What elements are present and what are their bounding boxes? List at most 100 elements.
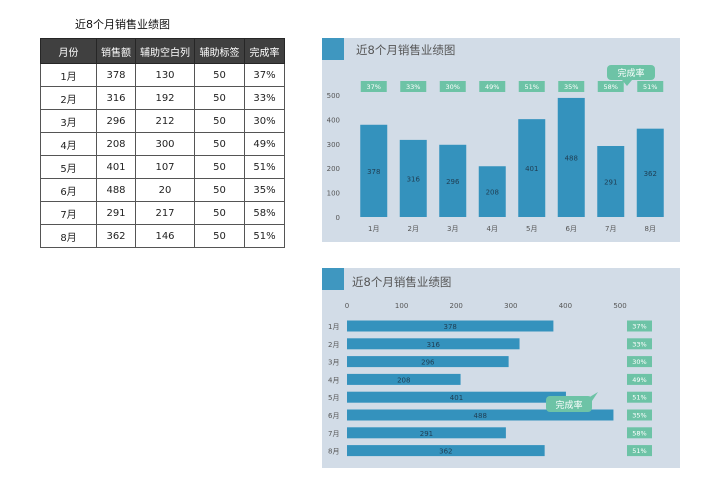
cell-sales[interactable]: 296 [96, 109, 136, 133]
x-tick-label: 300 [504, 302, 517, 310]
bar [347, 373, 461, 385]
chart-title: 近8个月销售业绩图 [356, 43, 456, 57]
cell-blank-helper[interactable]: 217 [135, 201, 195, 225]
y-tick-label: 1月 [328, 323, 339, 331]
rate-badge-label: 33% [406, 83, 420, 91]
header-sales[interactable]: 销售额 [96, 38, 136, 64]
table-row: 1月 378 130 50 37% [40, 63, 285, 87]
header-label-helper[interactable]: 辅助标签 [194, 38, 245, 64]
x-tick-label: 200 [450, 302, 463, 310]
y-tick-label: 2月 [328, 341, 339, 349]
rate-badge-label: 51% [632, 447, 646, 455]
cell-blank-helper[interactable]: 192 [135, 86, 195, 110]
cell-label-helper[interactable]: 50 [194, 132, 245, 156]
cell-month[interactable]: 5月 [40, 155, 97, 179]
rate-badge [627, 409, 652, 421]
table-row: 2月 316 192 50 33% [40, 86, 285, 110]
bar [399, 139, 427, 217]
cell-sales[interactable]: 208 [96, 132, 136, 156]
cell-month[interactable]: 4月 [40, 132, 97, 156]
header-rate[interactable]: 完成率 [244, 38, 285, 64]
rate-badge [627, 373, 652, 385]
rate-callout: 完成率 [607, 65, 655, 86]
rate-badge [627, 391, 652, 403]
table-row: 3月 296 212 50 30% [40, 109, 285, 133]
header-blank-helper[interactable]: 辅助空白列 [135, 38, 195, 64]
rate-badge-label: 51% [643, 83, 657, 91]
rate-badge [627, 445, 652, 457]
cell-sales[interactable]: 378 [96, 63, 136, 87]
cell-label-helper[interactable]: 50 [194, 201, 245, 225]
bar [347, 409, 614, 421]
cell-blank-helper[interactable]: 300 [135, 132, 195, 156]
cell-sales[interactable]: 316 [96, 86, 136, 110]
header-month[interactable]: 月份 [40, 38, 97, 64]
y-tick-label: 7月 [328, 430, 339, 438]
cell-blank-helper[interactable]: 146 [135, 224, 195, 248]
data-label: 401 [450, 394, 463, 402]
data-label: 291 [420, 430, 433, 438]
x-tick-label: 6月 [566, 225, 577, 233]
cell-blank-helper[interactable]: 212 [135, 109, 195, 133]
x-tick-label: 2月 [408, 225, 419, 233]
cell-label-helper[interactable]: 50 [194, 155, 245, 179]
cell-sales[interactable]: 401 [96, 155, 136, 179]
cell-label-helper[interactable]: 50 [194, 86, 245, 110]
cell-sales[interactable]: 362 [96, 224, 136, 248]
data-label: 316 [427, 341, 441, 349]
cell-blank-helper[interactable]: 107 [135, 155, 195, 179]
cell-rate[interactable]: 49% [244, 132, 285, 156]
rate-badge-label: 37% [632, 323, 646, 331]
data-label: 362 [439, 448, 452, 456]
y-tick-label: 400 [327, 116, 340, 124]
table-header-row: 月份 销售额 辅助空白列 辅助标签 完成率 [40, 38, 285, 64]
y-tick-label: 3月 [328, 359, 339, 367]
cell-label-helper[interactable]: 50 [194, 224, 245, 248]
rate-badge [627, 356, 652, 368]
rate-badge [637, 81, 664, 92]
rate-badge [627, 427, 652, 439]
cell-label-helper[interactable]: 50 [194, 109, 245, 133]
horizontal-bar-chart: 0 100 200 300 400 500 1月 378 37% 2月 316 33% 3月 296 30%… [328, 302, 652, 457]
cell-sales[interactable]: 488 [96, 178, 136, 202]
bar [557, 97, 585, 217]
x-tick-label: 0 [345, 302, 349, 310]
cell-month[interactable]: 1月 [40, 63, 97, 87]
x-tick-label: 7月 [605, 225, 616, 233]
rate-badge-label: 33% [632, 340, 646, 348]
cell-blank-helper[interactable]: 130 [135, 63, 195, 87]
cell-month[interactable]: 7月 [40, 201, 97, 225]
cell-month[interactable]: 8月 [40, 224, 97, 248]
cell-month[interactable]: 3月 [40, 109, 97, 133]
bar [347, 356, 509, 368]
rate-badge-label: 58% [632, 429, 646, 437]
cell-rate[interactable]: 33% [244, 86, 285, 110]
cell-rate[interactable]: 51% [244, 155, 285, 179]
y-tick-label: 6月 [328, 412, 339, 420]
x-tick-label: 8月 [645, 225, 656, 233]
cell-rate[interactable]: 30% [244, 109, 285, 133]
cell-rate[interactable]: 51% [244, 224, 285, 248]
callout-pointer [588, 392, 598, 404]
y-tick-label: 5月 [328, 394, 339, 402]
cell-rate[interactable]: 58% [244, 201, 285, 225]
horizontal-chart-panel[interactable]: 近8个月销售业绩图 0 100 200 300 400 500 1月 378 37% 2月 316 3… [322, 268, 680, 468]
cell-month[interactable]: 2月 [40, 86, 97, 110]
cell-label-helper[interactable]: 50 [194, 63, 245, 87]
cell-label-helper[interactable]: 50 [194, 178, 245, 202]
y-tick-label: 100 [327, 190, 340, 198]
cell-rate[interactable]: 37% [244, 63, 285, 87]
cell-blank-helper[interactable]: 20 [135, 178, 195, 202]
data-label: 362 [644, 170, 657, 178]
cell-sales[interactable]: 291 [96, 201, 136, 225]
x-tick-label: 1月 [368, 225, 379, 233]
x-tick-label: 5月 [526, 225, 537, 233]
bar [347, 427, 506, 439]
cell-rate[interactable]: 35% [244, 178, 285, 202]
data-label: 208 [486, 189, 499, 197]
vertical-bar-chart: 0 100 200 300 400 500 378 1月 37% 316 2月 33% 296 3月 30%… [327, 65, 664, 233]
vertical-chart-panel[interactable]: 近8个月销售业绩图 0 100 200 300 400 500 378 1月 37% 316 2月 3… [322, 38, 680, 242]
y-tick-label: 200 [327, 165, 340, 173]
cell-month[interactable]: 6月 [40, 178, 97, 202]
x-tick-label: 500 [613, 302, 626, 310]
